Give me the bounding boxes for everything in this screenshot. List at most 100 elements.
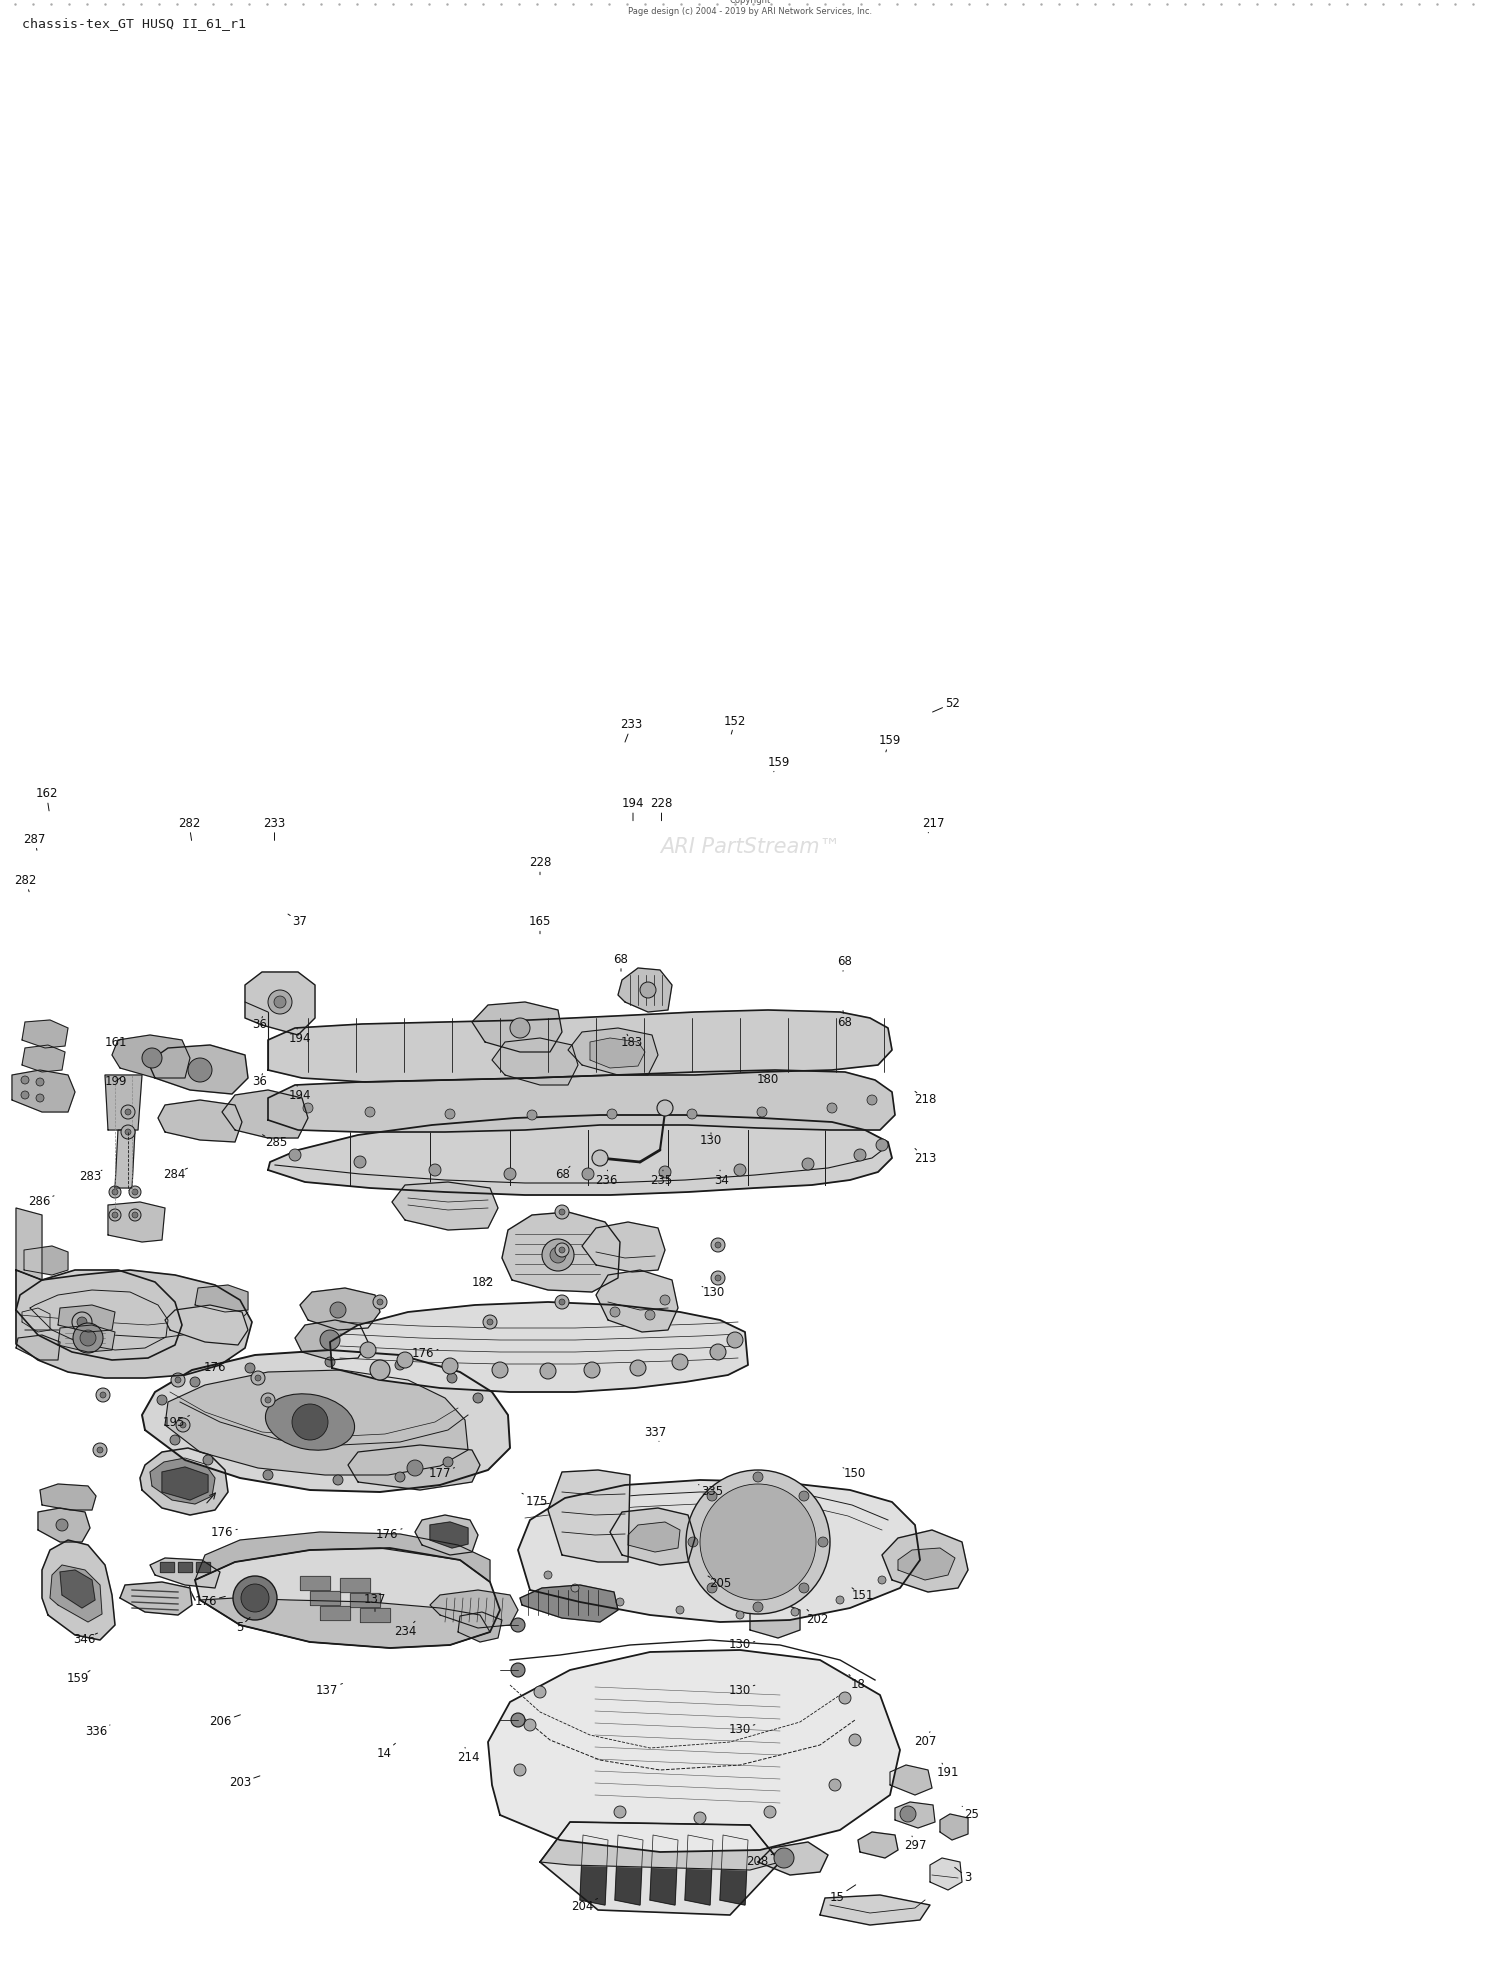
Circle shape (171, 1373, 184, 1387)
Circle shape (876, 1139, 888, 1150)
Circle shape (616, 1598, 624, 1606)
Polygon shape (120, 1582, 192, 1615)
Text: 68: 68 (555, 1166, 570, 1180)
Polygon shape (300, 1288, 380, 1330)
Text: 206: 206 (210, 1714, 240, 1728)
Circle shape (544, 1570, 552, 1580)
Polygon shape (22, 1020, 68, 1048)
Circle shape (504, 1168, 516, 1180)
Circle shape (394, 1472, 405, 1481)
Polygon shape (30, 1290, 168, 1349)
Circle shape (630, 1359, 646, 1375)
Text: 176: 176 (195, 1596, 225, 1608)
Polygon shape (58, 1326, 116, 1351)
Circle shape (180, 1422, 186, 1428)
Polygon shape (116, 1131, 135, 1188)
Text: Copyright
Page design (c) 2004 - 2019 by ARI Network Services, Inc.: Copyright Page design (c) 2004 - 2019 by… (628, 0, 872, 16)
Circle shape (406, 1460, 423, 1476)
Text: 233: 233 (621, 719, 642, 743)
Polygon shape (628, 1523, 680, 1552)
Circle shape (292, 1405, 328, 1440)
Text: 336: 336 (86, 1726, 109, 1738)
Polygon shape (540, 1822, 780, 1870)
Circle shape (774, 1848, 794, 1868)
Text: 337: 337 (645, 1426, 666, 1442)
Circle shape (711, 1237, 724, 1253)
Text: 175: 175 (522, 1493, 548, 1507)
Text: 285: 285 (262, 1135, 286, 1149)
Circle shape (555, 1243, 568, 1257)
Text: 234: 234 (394, 1621, 416, 1637)
Text: 161: 161 (104, 1036, 126, 1048)
Circle shape (514, 1763, 526, 1777)
Circle shape (657, 1099, 674, 1115)
Circle shape (80, 1330, 96, 1346)
Circle shape (398, 1351, 412, 1367)
Circle shape (112, 1212, 118, 1217)
Circle shape (716, 1275, 722, 1281)
Polygon shape (320, 1606, 350, 1619)
Polygon shape (610, 1507, 695, 1564)
Circle shape (800, 1584, 808, 1594)
Circle shape (158, 1395, 166, 1405)
Text: 183: 183 (621, 1034, 642, 1048)
Circle shape (688, 1537, 698, 1546)
Polygon shape (105, 1076, 142, 1131)
Text: 217: 217 (921, 818, 945, 833)
Text: 194: 194 (288, 1028, 312, 1044)
Circle shape (526, 1109, 537, 1121)
Polygon shape (296, 1320, 368, 1359)
Circle shape (74, 1324, 104, 1353)
Circle shape (542, 1239, 574, 1271)
Circle shape (827, 1103, 837, 1113)
Text: 3: 3 (954, 1868, 970, 1883)
Circle shape (711, 1271, 724, 1284)
Circle shape (96, 1389, 109, 1403)
Text: 228: 228 (651, 798, 672, 821)
Text: 36: 36 (252, 1074, 267, 1087)
Polygon shape (430, 1590, 518, 1627)
Text: 213: 213 (915, 1149, 936, 1164)
Circle shape (255, 1375, 261, 1381)
Polygon shape (16, 1271, 252, 1377)
Text: 176: 176 (210, 1527, 237, 1539)
Text: 199: 199 (104, 1076, 126, 1087)
Circle shape (110, 1210, 122, 1221)
Circle shape (262, 1470, 273, 1479)
Text: 297: 297 (903, 1836, 926, 1852)
Circle shape (800, 1491, 808, 1501)
Circle shape (176, 1418, 190, 1432)
Text: 151: 151 (852, 1588, 873, 1602)
Text: 182: 182 (472, 1277, 494, 1288)
Text: 68: 68 (614, 953, 628, 971)
Text: 208: 208 (747, 1854, 774, 1868)
Circle shape (21, 1076, 28, 1084)
Circle shape (645, 1310, 656, 1320)
Circle shape (21, 1091, 28, 1099)
Polygon shape (12, 1070, 75, 1111)
Circle shape (93, 1442, 106, 1458)
Polygon shape (488, 1651, 900, 1852)
Text: 130: 130 (702, 1286, 724, 1298)
Circle shape (76, 1318, 87, 1328)
Circle shape (122, 1125, 135, 1139)
Circle shape (672, 1353, 688, 1369)
Polygon shape (16, 1208, 42, 1280)
Polygon shape (40, 1483, 96, 1509)
Text: 214: 214 (456, 1747, 480, 1763)
Polygon shape (148, 1044, 248, 1093)
Polygon shape (165, 1369, 468, 1476)
Text: 36: 36 (252, 1017, 267, 1030)
Polygon shape (503, 1212, 620, 1292)
Circle shape (694, 1812, 706, 1824)
Polygon shape (568, 1028, 658, 1076)
Polygon shape (898, 1548, 956, 1580)
Polygon shape (112, 1034, 190, 1078)
Circle shape (584, 1361, 600, 1377)
Polygon shape (196, 1562, 210, 1572)
Circle shape (129, 1186, 141, 1198)
Circle shape (572, 1584, 579, 1592)
Circle shape (251, 1371, 266, 1385)
Polygon shape (750, 1602, 800, 1637)
Circle shape (360, 1342, 376, 1357)
